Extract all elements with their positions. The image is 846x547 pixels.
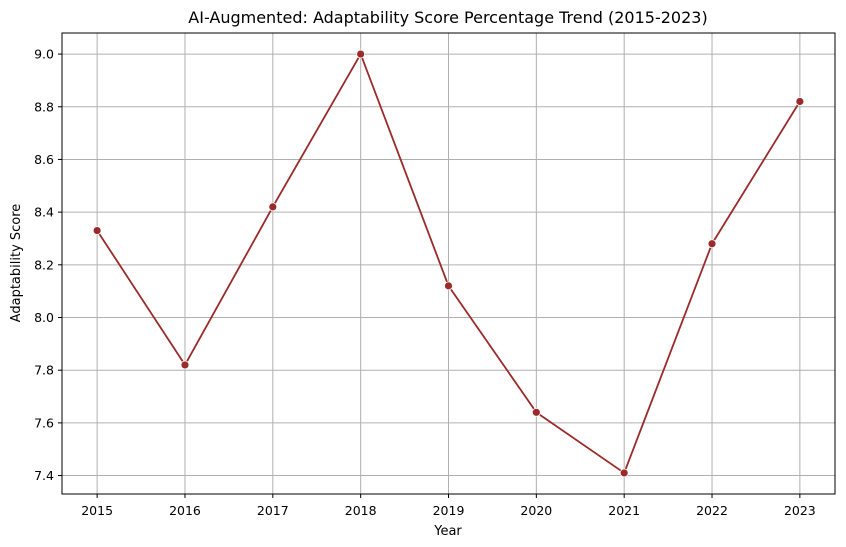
- x-tick-label: 2019: [433, 503, 465, 518]
- data-point: [444, 281, 453, 291]
- y-tick-label: 9.0: [34, 47, 54, 62]
- y-tick-label: 8.8: [34, 99, 54, 114]
- y-tick-label: 7.8: [34, 363, 54, 378]
- x-tick-label: 2021: [608, 503, 640, 518]
- x-tick-label: 2015: [81, 503, 113, 518]
- x-tick-label: 2023: [784, 503, 816, 518]
- x-tick-label: 2022: [696, 503, 728, 518]
- series-layer: [92, 49, 805, 478]
- y-tick-label: 8.2: [34, 257, 54, 272]
- data-point: [531, 407, 541, 417]
- data-point: [92, 226, 102, 235]
- data-point: [619, 468, 629, 478]
- y-tick-label: 8.0: [34, 310, 54, 325]
- y-tick-label: 7.6: [34, 415, 54, 430]
- axis-ticks: 2015 2016 2017 2018 2019 2020 2021 2022 2023 7.4 7…: [34, 47, 816, 518]
- x-axis-label: Year: [433, 524, 462, 539]
- data-point: [356, 49, 366, 59]
- y-tick-label: 8.6: [34, 152, 54, 167]
- data-point: [268, 202, 278, 212]
- grid: [62, 33, 835, 494]
- x-tick-label: 2017: [257, 503, 289, 518]
- y-tick-label: 8.4: [34, 205, 54, 220]
- chart-title: AI-Augmented: Adaptability Score Percent…: [188, 8, 707, 27]
- x-tick-label: 2020: [520, 503, 552, 518]
- data-point: [707, 239, 717, 249]
- x-tick-label: 2016: [169, 503, 201, 518]
- data-point: [795, 97, 805, 106]
- y-axis-label: Adaptability Score: [9, 204, 24, 323]
- x-tick-label: 2018: [345, 503, 377, 518]
- data-point: [180, 360, 190, 370]
- y-tick-label: 7.4: [34, 468, 54, 483]
